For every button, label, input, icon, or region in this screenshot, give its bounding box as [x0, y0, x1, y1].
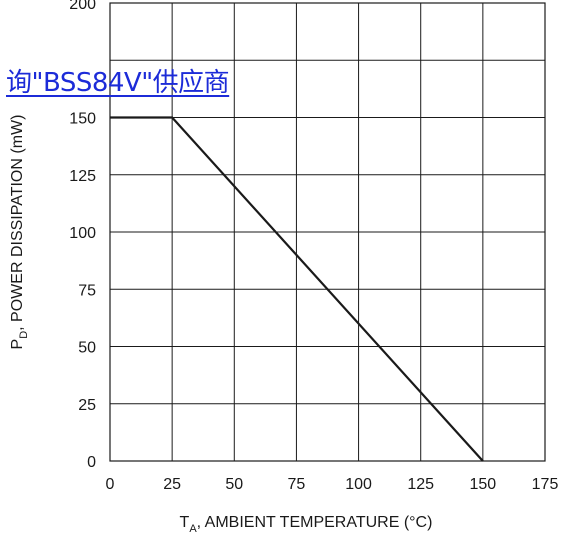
x-tick-label: 75	[288, 476, 306, 493]
x-tick-label: 175	[532, 476, 559, 493]
y-tick-label: 125	[69, 168, 96, 185]
x-tick-label: 125	[407, 476, 434, 493]
x-tick-label: 25	[163, 476, 181, 493]
y-tick-label: 75	[78, 282, 96, 299]
y-tick-label: 25	[78, 397, 96, 414]
y-tick-label: 0	[87, 454, 96, 471]
x-tick-label: 50	[225, 476, 243, 493]
x-tick-label: 0	[106, 476, 115, 493]
x-tick-label: 150	[470, 476, 497, 493]
y-tick-label: 50	[78, 340, 96, 357]
x-axis-title: TA, AMBIENT TEMPERATURE (°C)	[180, 514, 433, 535]
x-tick-label: 100	[345, 476, 372, 493]
x-tick-labels: 0 25 50 75 100 125 150 175	[106, 476, 559, 493]
y-tick-label: 200	[69, 0, 96, 13]
y-axis-title: PD, POWER DISSIPATION (mW)	[9, 115, 30, 350]
supplier-link[interactable]: 询"BSS84V"供应商	[6, 62, 229, 99]
y-tick-label: 100	[69, 225, 96, 242]
y-tick-label: 150	[69, 111, 96, 128]
